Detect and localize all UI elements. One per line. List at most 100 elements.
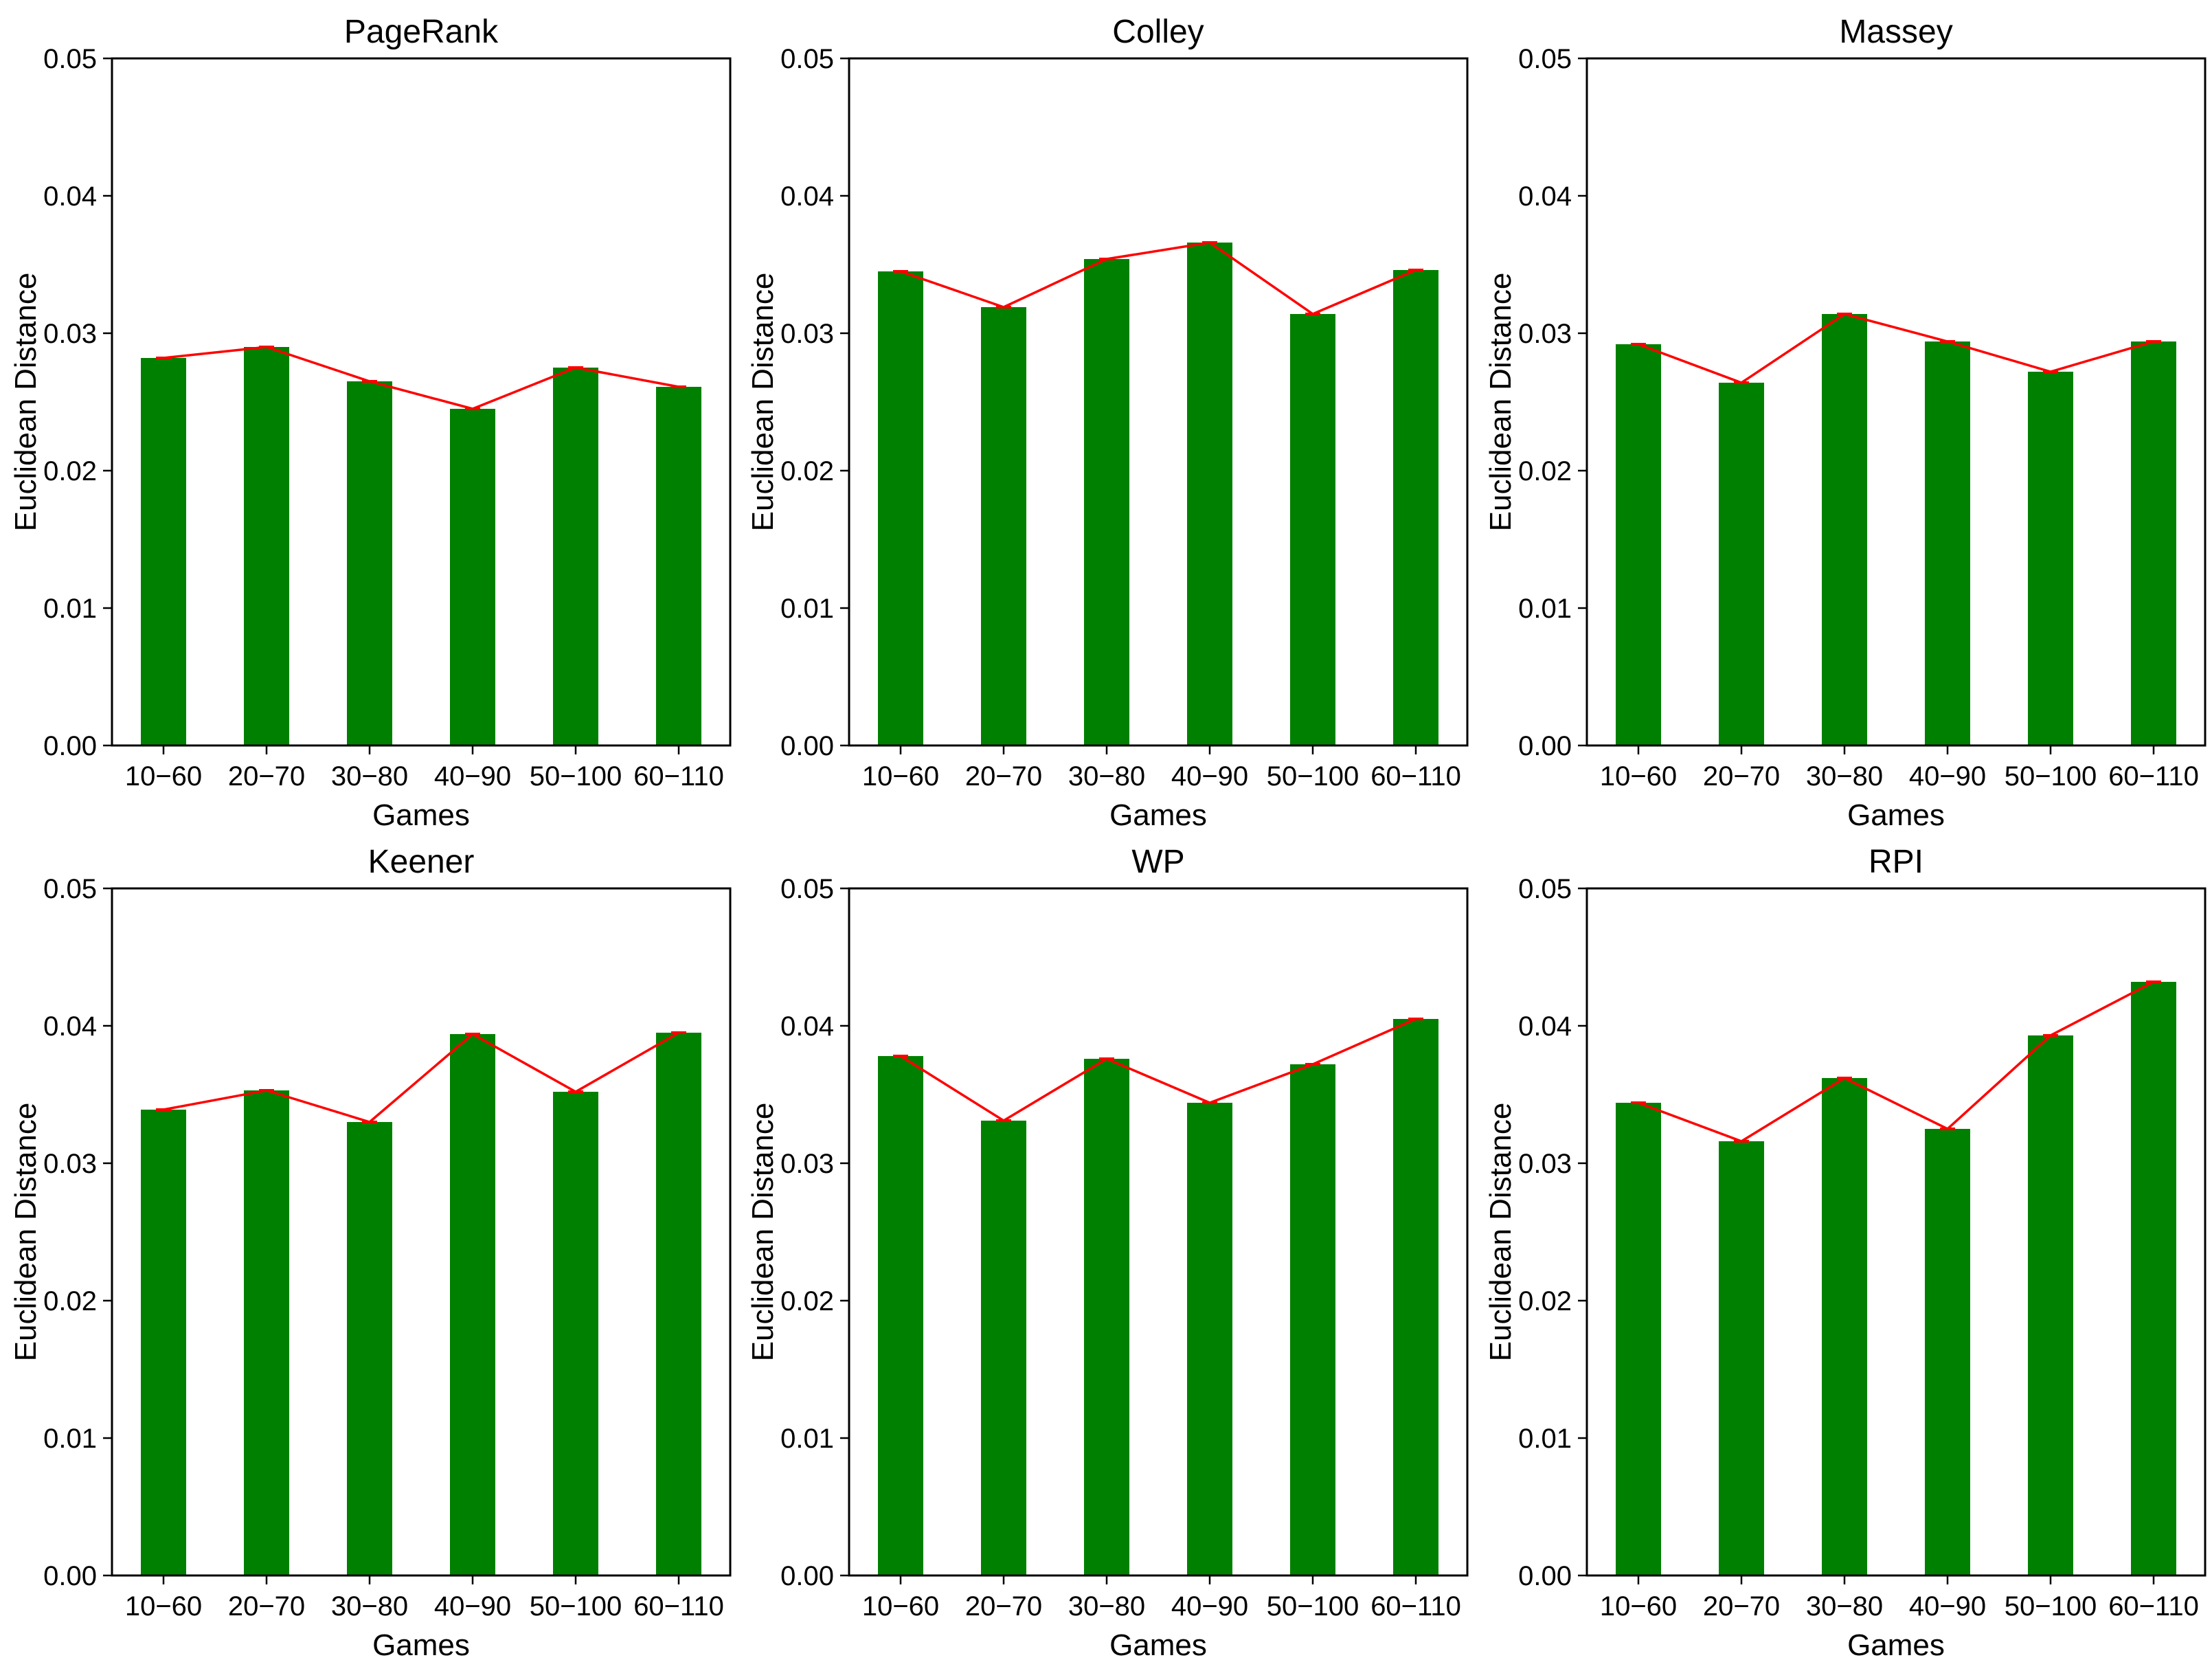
y-axis-title: Euclidean Distance [9,273,43,532]
bar-30−80 [1084,1059,1129,1575]
chart-title: Keener [368,844,475,880]
chart-title: WP [1131,844,1184,880]
x-tick-label: 20−70 [228,761,305,792]
x-tick-label: 60−110 [2108,761,2199,792]
x-tick-label: 10−60 [862,1591,939,1622]
y-tick-label: 0.01 [780,1424,834,1454]
chart-title: RPI [1869,844,1923,880]
y-tick-label: 0.05 [43,44,97,74]
bar-10−60 [1616,344,1661,745]
x-tick-label: 40−90 [1909,761,1986,792]
bar-10−60 [141,358,186,745]
x-tick-label: 10−60 [862,761,939,792]
y-tick-label: 0.04 [43,1011,97,1042]
x-axis-title: Games [1847,798,1945,830]
y-axis-title: Euclidean Distance [1484,1103,1517,1362]
x-tick-label: 10−60 [1600,1591,1677,1622]
y-tick-label: 0.00 [780,1561,834,1591]
y-tick-label: 0.01 [1518,1424,1572,1454]
y-tick-label: 0.02 [1518,456,1572,486]
y-tick-label: 0.02 [43,456,97,486]
bar-60−110 [656,1033,701,1575]
x-tick-label: 60−110 [633,761,724,792]
x-tick-label: 60−110 [2108,1591,2199,1622]
y-tick-label: 0.01 [43,1424,97,1454]
y-tick-label: 0.01 [780,594,834,624]
bar-20−70 [981,307,1026,745]
bar-30−80 [347,381,392,745]
bar-60−110 [656,387,701,745]
x-tick-label: 20−70 [965,761,1042,792]
x-tick-label: 50−100 [1267,761,1359,792]
bar-20−70 [981,1121,1026,1575]
chart-keener: Keener 0.00 0.01 0.02 0.03 0.04 0.05 10−60 20−70… [9,844,732,1660]
bar-40−90 [450,409,495,745]
x-tick-label: 40−90 [1909,1591,1986,1622]
y-tick-label: 0.04 [1518,1011,1572,1042]
x-tick-label: 40−90 [434,761,511,792]
bar-40−90 [1187,243,1232,745]
y-tick-label: 0.04 [780,1011,834,1042]
axes-frame [848,887,1469,1577]
x-tick-label: 40−90 [434,1591,511,1622]
chart-massey: Massey 0.00 0.01 0.02 0.03 0.04 0.05 10−60 20−70… [1484,14,2207,830]
y-tick-label: 0.03 [43,1149,97,1179]
bar-50−100 [553,368,598,745]
subplot-massey: Massey 0.00 0.01 0.02 0.03 0.04 0.05 10−60 20−70… [1475,0,2212,830]
x-tick-label: 20−70 [1703,761,1780,792]
y-tick-label: 0.03 [1518,1149,1572,1179]
y-tick-label: 0.01 [1518,594,1572,624]
chart-title: Colley [1112,14,1204,50]
trend-line [163,346,679,410]
x-tick-label: 50−100 [2005,761,2097,792]
y-tick-label: 0.03 [780,1149,834,1179]
bar-10−60 [878,1056,923,1575]
subplot-pagerank: PageRank 0.00 0.01 0.02 0.03 0.04 0.05 10−60 20−… [0,0,737,830]
bar-50−100 [2028,372,2073,745]
bar-40−90 [1187,1103,1232,1575]
bar-50−100 [2028,1035,2073,1575]
x-axis-title: Games [1109,1628,1207,1660]
bar-20−70 [1719,1141,1764,1575]
x-tick-label: 30−80 [1068,1591,1145,1622]
bar-20−70 [1719,383,1764,745]
axes-frame [1585,57,2207,747]
x-tick-label: 40−90 [1171,1591,1248,1622]
x-tick-label: 10−60 [1600,761,1677,792]
y-tick-label: 0.05 [780,44,834,74]
trend-line [900,1018,1417,1123]
chart-title: Massey [1839,14,1952,50]
y-tick-label: 0.04 [780,181,834,212]
y-tick-label: 0.04 [43,181,97,212]
subplot-keener: Keener 0.00 0.01 0.02 0.03 0.04 0.05 10−60 20−70… [0,830,737,1660]
x-tick-label: 50−100 [530,1591,622,1622]
chart-colley: Colley 0.00 0.01 0.02 0.03 0.04 0.05 10−60 20−70… [746,14,1469,830]
x-tick-label: 50−100 [530,761,622,792]
x-tick-label: 50−100 [2005,1591,2097,1622]
y-tick-label: 0.02 [43,1286,97,1316]
x-tick-label: 30−80 [331,1591,408,1622]
x-axis-title: Games [372,1628,470,1660]
trend-line [163,1031,679,1123]
y-tick-label: 0.05 [43,874,97,904]
x-tick-label: 30−80 [1806,1591,1883,1622]
bar-60−110 [1393,270,1438,745]
bar-20−70 [244,1090,289,1575]
bar-20−70 [244,347,289,745]
subplot-wp: WP 0.00 0.01 0.02 0.03 0.04 0.05 10−60 20−70 30−8… [737,830,1474,1660]
chart-wp: WP 0.00 0.01 0.02 0.03 0.04 0.05 10−60 20−70 30−8… [746,844,1469,1660]
bar-50−100 [1290,1064,1335,1575]
x-tick-label: 20−70 [228,1591,305,1622]
y-tick-label: 0.00 [43,731,97,761]
y-axis-title: Euclidean Distance [746,1103,780,1362]
y-axis-title: Euclidean Distance [9,1103,43,1362]
y-tick-label: 0.05 [780,874,834,904]
chart-title: PageRank [344,14,499,50]
y-tick-label: 0.03 [43,319,97,349]
x-tick-label: 30−80 [1806,761,1883,792]
x-tick-label: 60−110 [633,1591,724,1622]
subplot-colley: Colley 0.00 0.01 0.02 0.03 0.04 0.05 10−60 20−70… [737,0,1474,830]
y-tick-label: 0.02 [1518,1286,1572,1316]
bar-10−60 [141,1110,186,1575]
x-axis-title: Games [372,798,470,830]
